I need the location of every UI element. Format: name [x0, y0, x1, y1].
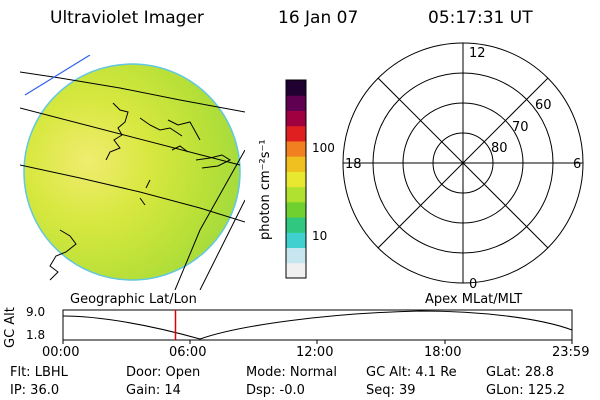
timeline-xtick-2359: 23:59	[552, 345, 590, 360]
colorbar-segment	[286, 247, 306, 264]
colorbar	[286, 80, 306, 279]
timeline-axis-label: GC Alt	[3, 307, 18, 348]
mlt-label-0: 0	[469, 277, 478, 292]
status-gc-alt: GC Alt: 4.1 Re	[366, 365, 457, 380]
colorbar-segment	[286, 110, 306, 127]
mlt-label-6: 6	[573, 157, 582, 172]
colorbar-segment	[286, 186, 306, 203]
mlat-label-70: 70	[512, 120, 529, 135]
timeline-xtick-0000: 00:00	[42, 345, 80, 360]
mlat-label-80: 80	[491, 141, 508, 156]
mlt-label-18: 18	[345, 157, 362, 172]
timeline-ytick-9: 9.0	[26, 305, 46, 319]
timeline-ytick-1.8: 1.8	[26, 328, 46, 342]
time-label: 05:17:31 UT	[428, 8, 533, 28]
colorbar-segment	[286, 232, 306, 249]
altitude-timeline	[62, 309, 573, 344]
mlat-label-60: 60	[535, 98, 552, 113]
geo-map-label: Geographic Lat/Lon	[70, 292, 197, 307]
colorbar-segment	[286, 217, 306, 233]
status-filter: Flt: LBHL	[10, 365, 68, 380]
timeline-xtick-0600: 06:00	[169, 345, 207, 360]
colorbar-segment	[286, 156, 306, 172]
colorbar-segment	[286, 201, 306, 218]
polar-plot	[342, 42, 584, 284]
apex-map-label: Apex MLat/MLT	[425, 292, 523, 307]
colorbar-tick-10: 10	[312, 229, 328, 243]
status-ip: IP: 36.0	[10, 383, 60, 398]
instrument-title: Ultraviolet Imager	[50, 8, 204, 28]
mlt-label-12: 12	[469, 46, 486, 61]
status-gain: Gain: 14	[126, 383, 181, 398]
orbit-track	[24, 55, 91, 96]
timeline-xtick-1800: 18:00	[424, 345, 462, 360]
colorbar-segment	[286, 171, 306, 188]
coastline-east-asia	[49, 102, 232, 281]
colorbar-segment	[286, 262, 306, 279]
status-dsp: Dsp: -0.0	[246, 383, 305, 398]
status-mode: Mode: Normal	[246, 365, 337, 380]
status-glon: GLon: 125.2	[486, 383, 566, 398]
date-label: 16 Jan 07	[278, 8, 359, 28]
geo-grid	[20, 71, 245, 290]
colorbar-tick-100: 100	[312, 141, 335, 155]
status-door: Door: Open	[126, 365, 201, 380]
colorbar-segment	[286, 95, 306, 111]
colorbar-segment	[286, 80, 306, 96]
altitude-curve	[62, 310, 573, 340]
status-glat: GLat: 28.8	[486, 365, 554, 380]
timeline-xtick-1200: 12:00	[296, 345, 334, 360]
colorbar-segment	[286, 125, 306, 142]
colorbar-segment	[286, 140, 306, 157]
status-seq: Seq: 39	[366, 383, 416, 398]
earth-disk	[23, 63, 241, 281]
colorbar-unit-label: photon cm⁻²s⁻¹	[258, 139, 273, 240]
